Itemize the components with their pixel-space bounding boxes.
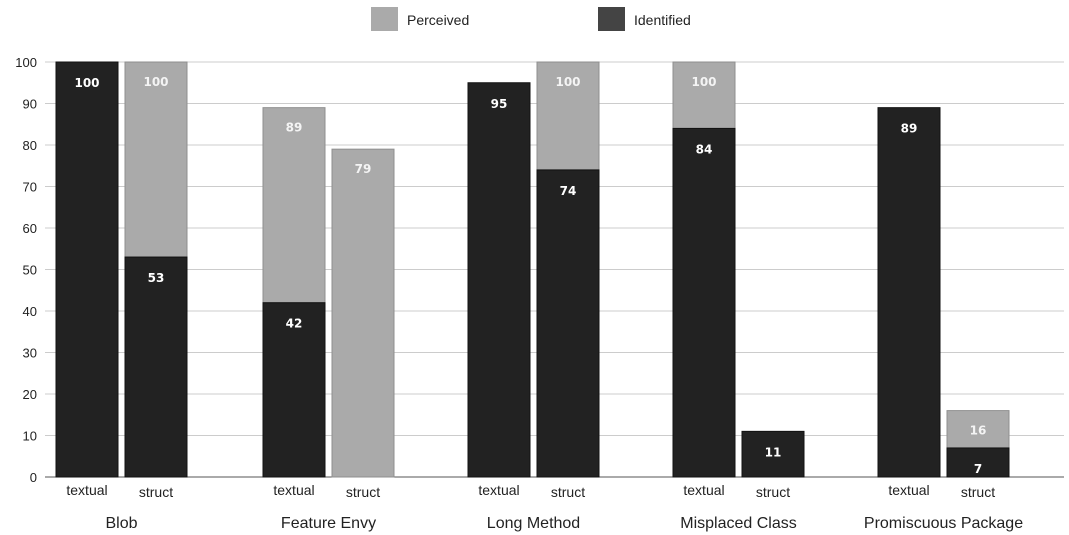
y-tick-label-50: 50 <box>23 263 37 278</box>
bar-label-feature-envy-textual: textual <box>273 482 314 498</box>
y-tick-label-0: 0 <box>30 470 37 485</box>
bar-identified-blob-textual <box>55 61 119 478</box>
group-label-misplaced-class: Misplaced Class <box>680 515 796 532</box>
bar-identified-long-method-textual <box>467 82 531 478</box>
data-label-perceived-feature-envy-struct: 79 <box>355 162 372 176</box>
group-label-blob: Blob <box>105 515 137 532</box>
bar-label-feature-envy-struct: struct <box>346 484 380 500</box>
data-label-identified-blob-textual: 100 <box>74 76 99 90</box>
data-label-identified-long-method-struct: 74 <box>560 184 577 198</box>
y-tick-label-70: 70 <box>23 180 37 195</box>
y-tick-label-60: 60 <box>23 221 37 236</box>
data-label-identified-promiscuous-package-textual: 89 <box>901 122 918 136</box>
data-label-perceived-misplaced-class-textual: 100 <box>691 75 716 89</box>
data-label-identified-misplaced-class-struct: 11 <box>765 445 782 459</box>
bar-identified-feature-envy-textual <box>262 302 326 478</box>
data-label-perceived-blob-struct: 100 <box>143 75 168 89</box>
y-tick-label-80: 80 <box>23 138 37 153</box>
data-label-perceived-promiscuous-package-struct: 16 <box>970 424 987 438</box>
data-label-perceived-feature-envy-textual: 89 <box>286 121 303 135</box>
y-tick-label-30: 30 <box>23 346 37 361</box>
bar-identified-misplaced-class-struct <box>741 430 805 478</box>
legend-label-identified: Identified <box>634 12 691 28</box>
legend-swatch-perceived <box>371 7 398 31</box>
y-tick-label-20: 20 <box>23 387 37 402</box>
bar-label-blob-struct: struct <box>139 484 173 500</box>
legend-swatch-identified <box>598 7 625 31</box>
y-tick-label-40: 40 <box>23 304 37 319</box>
y-axis: 0 10 20 30 40 50 60 70 80 90 100 <box>15 55 37 485</box>
group-label-feature-envy: Feature Envy <box>281 515 376 532</box>
group-label-long-method: Long Method <box>487 515 580 532</box>
bar-label-long-method-textual: textual <box>478 482 519 498</box>
y-tick-label-100: 100 <box>15 55 37 70</box>
group-label-promiscuous-package: Promiscuous Package <box>864 515 1023 532</box>
data-label-perceived-long-method-struct: 100 <box>555 75 580 89</box>
data-label-identified-promiscuous-package-struct: 7 <box>974 462 982 476</box>
bar-label-long-method-struct: struct <box>551 484 585 500</box>
data-label-identified-long-method-textual: 95 <box>491 97 508 111</box>
bar-label-blob-textual: textual <box>66 482 107 498</box>
legend-label-perceived: Perceived <box>407 12 469 28</box>
bar-label-misplaced-class-textual: textual <box>683 482 724 498</box>
bar-label-misplaced-class-struct: struct <box>756 484 790 500</box>
bar-identified-blob-struct <box>124 256 188 478</box>
y-tick-label-10: 10 <box>23 429 37 444</box>
data-label-identified-misplaced-class-textual: 84 <box>696 142 713 156</box>
data-label-identified-blob-struct: 53 <box>148 271 165 285</box>
y-tick-label-90: 90 <box>23 97 37 112</box>
bar-identified-misplaced-class-textual <box>672 127 736 478</box>
bar-label-promiscuous-package-textual: textual <box>888 482 929 498</box>
legend: Perceived Identified <box>371 7 691 31</box>
bar-identified-long-method-struct <box>536 169 600 478</box>
data-label-identified-feature-envy-textual: 42 <box>286 317 303 331</box>
bar-identified-promiscuous-package-textual <box>877 107 941 478</box>
bar-identified-promiscuous-package-struct <box>946 447 1010 478</box>
bar-label-promiscuous-package-struct: struct <box>961 484 995 500</box>
bar-perceived-feature-envy-struct <box>331 148 395 478</box>
